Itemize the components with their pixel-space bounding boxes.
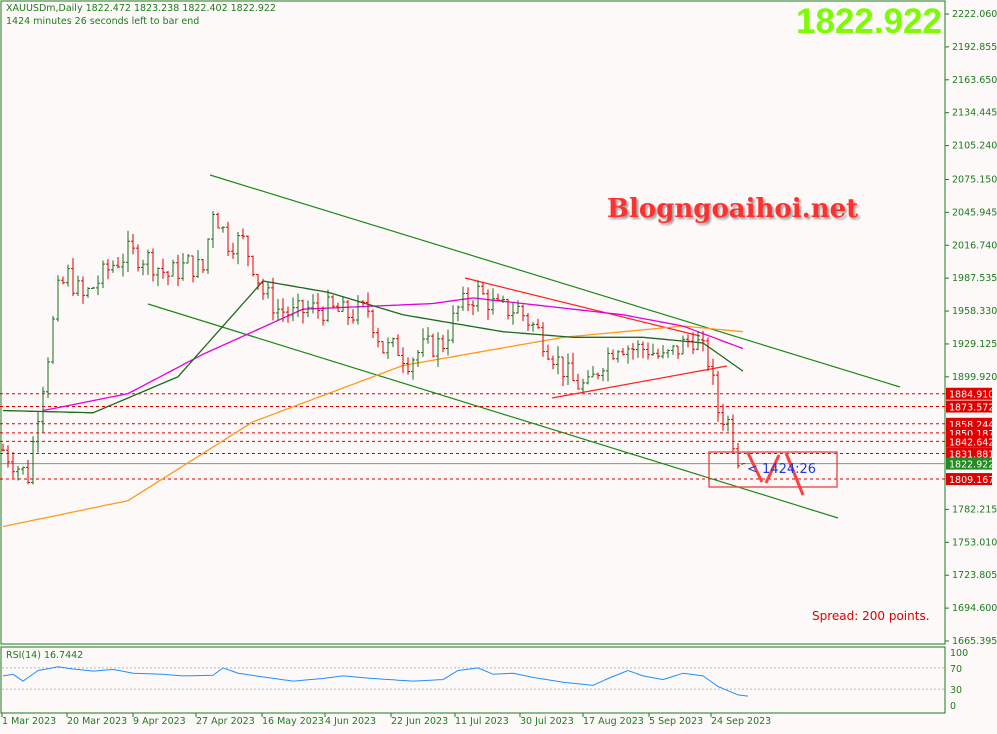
y-tick-label: 1782.215 [952, 504, 997, 515]
y-tick-label: 1929.125 [952, 339, 997, 350]
x-tick-label: 27 Apr 2023 [196, 716, 255, 727]
x-tick-label: 17 Aug 2023 [583, 716, 644, 727]
x-tick-label: 11 Jul 2023 [455, 716, 509, 727]
level-price-label-bg [946, 417, 992, 430]
y-tick-label: 2105.240 [952, 141, 997, 152]
rsi-tick-label: 70 [950, 664, 962, 675]
arrow-icon [764, 454, 781, 484]
level-price-label-bg [946, 400, 992, 413]
main-pane-border [0, 0, 946, 645]
level-price-label: 1842.642 [949, 437, 994, 448]
rsi-label: RSI(14) 16.7442 [6, 650, 84, 661]
level-price-label: 1831.881 [949, 449, 994, 460]
y-tick-label: 1987.535 [952, 273, 997, 284]
ma_fast-line [2, 280, 744, 414]
ma_slow-line [2, 325, 744, 528]
countdown-box [708, 451, 838, 488]
bar-timer: 1424 minutes 26 seconds left to bar end [6, 16, 200, 27]
rsi-tick-label: 30 [950, 685, 962, 696]
bid-price-label-bg [946, 457, 992, 470]
level-price-label-bg [946, 473, 992, 486]
rsi-tick-label: 100 [950, 648, 968, 659]
y-tick-label: 2075.150 [952, 174, 997, 185]
y-tick-label: 1694.600 [952, 603, 997, 614]
level-price-label: 1884.910 [949, 390, 994, 401]
x-tick-label: 1 Mar 2023 [2, 716, 56, 727]
rsi-line [2, 666, 749, 697]
y-tick-label: 1723.805 [952, 570, 997, 581]
y-tick-label: 1665.395 [952, 636, 997, 647]
y-tick-label: 2016.740 [952, 240, 997, 251]
x-tick-label: 9 Apr 2023 [133, 716, 186, 727]
level-price-label: 1873.572 [949, 403, 994, 414]
level-price-label-bg [946, 387, 992, 400]
rsi-pane-border [0, 646, 946, 714]
x-tick-label: 4 Jun 2023 [325, 716, 376, 727]
x-tick-label: 22 Jun 2023 [391, 716, 448, 727]
x-tick-label: 20 Mar 2023 [67, 716, 127, 727]
arrow-icon [784, 452, 805, 496]
triangle-upper-line [464, 277, 701, 337]
x-tick-label: 24 Sep 2023 [711, 716, 771, 727]
channel-upper-line [209, 174, 901, 388]
arrow-icon [746, 452, 764, 483]
channel-lower-line [147, 303, 839, 519]
x-tick-label: 30 Jul 2023 [520, 716, 574, 727]
y-tick-label: 2163.650 [952, 75, 997, 86]
triangle-lower-line [551, 365, 728, 399]
level-price-label-bg [946, 447, 992, 460]
y-tick-label: 1753.010 [952, 537, 997, 548]
y-tick-label: 2134.445 [952, 108, 997, 119]
level-price-label: 1850.187 [949, 429, 994, 440]
y-tick-label: 1958.330 [952, 306, 997, 317]
x-tick-label: 5 Sep 2023 [649, 716, 703, 727]
spread-label: Spread: 200 points. [812, 609, 930, 623]
level-price-label: 1858.244 [949, 420, 994, 431]
rsi-tick-label: 0 [950, 701, 956, 712]
watermark: Blogngoaihoi.net [607, 194, 859, 224]
y-tick-label: 1899.920 [952, 372, 997, 383]
level-price-label-bg [946, 435, 992, 448]
y-tick-label: 2192.855 [952, 42, 997, 53]
bid-price-label: 1822.922 [949, 460, 994, 471]
countdown-label: < 1424:26 [747, 462, 817, 477]
y-tick-label: 2045.945 [952, 207, 997, 218]
y-tick-label: 2222.060 [952, 9, 997, 20]
symbol-info: XAUUSDm,Daily 1822.472 1823.238 1822.402… [6, 3, 276, 14]
ma_mid-line [42, 297, 744, 412]
x-tick-label: 16 May 2023 [262, 716, 324, 727]
level-price-label: 1809.167 [949, 475, 994, 486]
big-price: 1822.922 [796, 2, 942, 41]
